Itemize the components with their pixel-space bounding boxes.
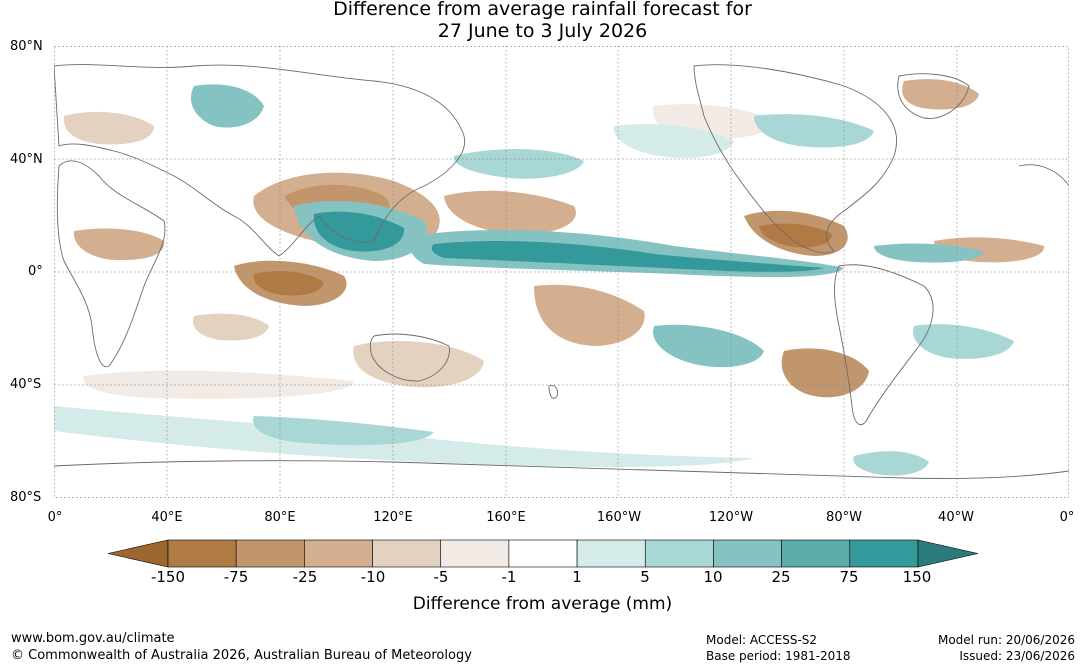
colorbar-swatch [235, 539, 305, 568]
colorbar-swatch [644, 539, 714, 568]
footer-model: Model: ACCESS-S2 [706, 633, 818, 647]
colorbar-tick-label: -1 [501, 568, 517, 586]
colorbar-tick-label: -25 [292, 568, 318, 586]
colorbar-swatch [304, 539, 373, 568]
lat-label-0: 0° [28, 264, 43, 279]
colorbar-swatch [781, 539, 851, 568]
lon-label-0: 0° [47, 510, 63, 525]
lat-label-80n: 80°N [10, 39, 43, 54]
lon-label-0-right: 0° [1059, 510, 1075, 525]
map-title-line-2: 27 June to 3 July 2026 [437, 20, 648, 42]
colorbar-right-extension [917, 539, 979, 568]
colorbar-tick-label: -5 [433, 568, 449, 586]
colorbar-tick-label: -150 [150, 568, 186, 586]
colorbar-tick-label: 150 [902, 568, 932, 586]
lon-label-80e: 80°E [264, 510, 296, 525]
wet-anomaly-regions [54, 84, 1014, 476]
colorbar-tick-label: 1 [572, 568, 582, 586]
colorbar [107, 539, 979, 568]
rainfall-map [54, 46, 1069, 498]
colorbar-swatch [576, 539, 646, 568]
colorbar-swatch [849, 539, 919, 568]
colorbar-tick-label: 10 [703, 568, 723, 586]
colorbar-tick-label: 75 [839, 568, 859, 586]
colorbar-tick-label: -75 [223, 568, 249, 586]
colorbar-tick-label: -10 [360, 568, 386, 586]
colorbar-swatch [372, 539, 442, 568]
lon-label-120w: 120°W [708, 510, 754, 525]
colorbar-tick-label: 5 [640, 568, 650, 586]
lon-label-80w: 80°W [826, 510, 862, 525]
lon-label-40e: 40°E [151, 510, 183, 525]
colorbar-swatch [167, 539, 237, 568]
graticule [54, 46, 1069, 498]
lat-label-80s: 80°S [10, 490, 42, 505]
lon-label-120e: 120°E [373, 510, 413, 525]
colorbar-left-extension [107, 539, 169, 568]
dry-anomaly-regions [63, 79, 1045, 399]
lat-label-40n: 40°N [10, 152, 43, 167]
lat-label-40s: 40°S [10, 377, 42, 392]
map-title-line-1: Difference from average rainfall forecas… [333, 0, 752, 20]
colorbar-swatch [713, 539, 782, 568]
colorbar-swatch [440, 539, 510, 568]
lon-label-40w: 40°W [938, 510, 974, 525]
colorbar-tick-label: 25 [771, 568, 791, 586]
footer-copyright: © Commonwealth of Australia 2026, Austra… [11, 648, 472, 663]
footer-website[interactable]: www.bom.gov.au/climate [11, 631, 175, 646]
map-frame [54, 46, 1069, 498]
colorbar-title: Difference from average (mm) [412, 594, 673, 614]
lon-label-160e: 160°E [486, 510, 526, 525]
lon-label-160w: 160°W [596, 510, 642, 525]
rainfall-anomaly-map [54, 46, 1069, 498]
colorbar-swatch [508, 539, 578, 568]
footer-base-period: Base period: 1981-2018 [706, 649, 851, 663]
footer-issued: Issued: 23/06/2026 [959, 649, 1075, 663]
footer-model-run: Model run: 20/06/2026 [937, 633, 1075, 647]
